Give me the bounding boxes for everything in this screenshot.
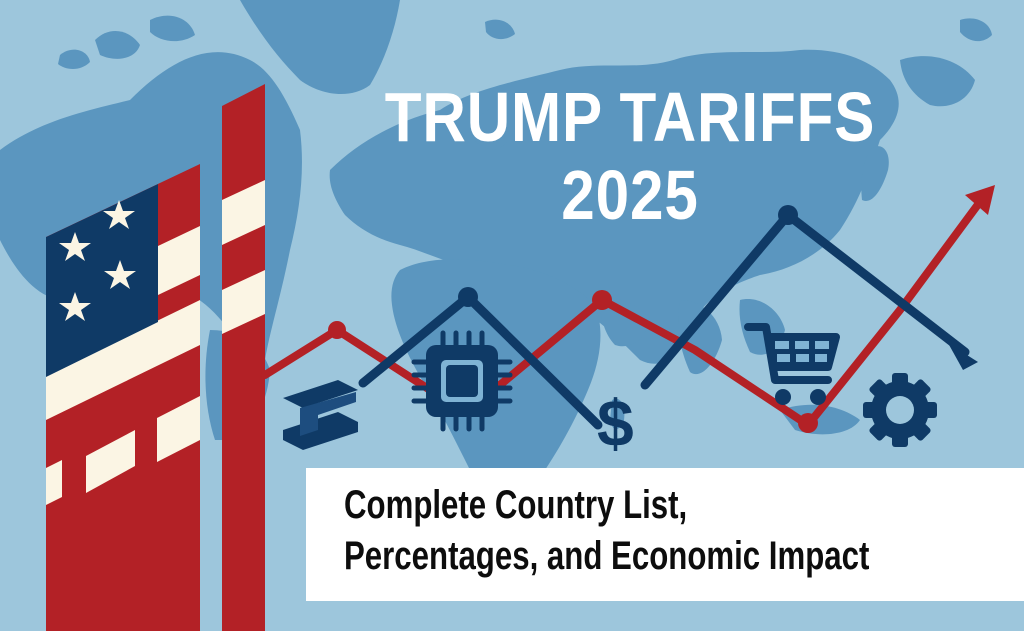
title-line-1: TRUMP TARIFFS (384, 78, 876, 156)
title-line-2: 2025 (561, 156, 699, 234)
steel-beam-icon (283, 380, 358, 450)
microchip-icon (411, 330, 513, 432)
subtitle-line-2: Percentages, and Economic Impact (344, 534, 870, 578)
shopping-cart-icon (744, 323, 840, 384)
american-flag-panels (46, 84, 265, 631)
flag-stars (59, 200, 136, 321)
dollar-sign-icon: $ (597, 386, 634, 460)
red-arrow-head (965, 185, 995, 215)
subtitle-box: Complete Country List, Percentages, and … (306, 468, 1024, 601)
banner-subtitle: Complete Country List, Percentages, and … (344, 480, 869, 582)
banner-title: TRUMP TARIFFS 2025 (346, 78, 914, 234)
gear-icon (863, 373, 937, 447)
subtitle-line-1: Complete Country List, (344, 483, 688, 527)
navy-arrow-head (948, 343, 978, 370)
